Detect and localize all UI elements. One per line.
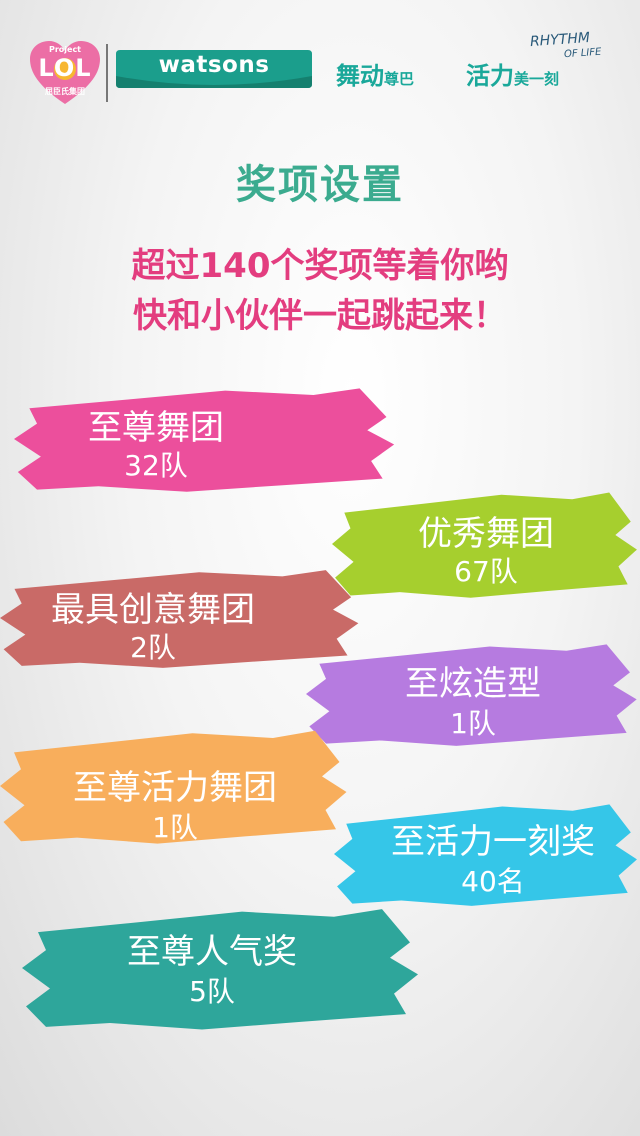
award-count: 32队 xyxy=(124,449,188,482)
award-coolest-style: 至炫造型 1队 xyxy=(306,640,640,748)
heart-icon xyxy=(30,41,100,104)
of-life-label: OF LIFE xyxy=(563,46,602,61)
award-top-dance-team: 至尊舞团 32队 xyxy=(14,384,398,494)
award-name: 至炫造型 xyxy=(405,664,541,704)
paint-stroke xyxy=(306,644,637,746)
paint-stroke-bg xyxy=(14,388,395,492)
award-name: 至尊舞团 xyxy=(88,408,224,448)
subtitle-line-1: 超过140个奖项等着你哟 xyxy=(131,246,509,286)
award-count: 1队 xyxy=(152,811,198,844)
paint-stroke xyxy=(14,388,395,492)
lol-main-label: LOL xyxy=(38,54,92,82)
award-count: 2队 xyxy=(130,631,176,664)
paint-stroke xyxy=(22,909,418,1030)
paint-stroke-bg xyxy=(332,492,637,598)
award-count: 40名 xyxy=(461,865,525,898)
paint-stroke xyxy=(334,804,637,906)
award-count: 1队 xyxy=(450,707,496,740)
slogan: 舞动尊巴 活力美一刻 RHYTHM OF LIFE xyxy=(330,30,630,100)
header: Project LOL 屈臣氏集团 watsons 舞动尊巴 活力美一刻 RHY… xyxy=(0,0,640,120)
award-count: 5队 xyxy=(189,975,235,1008)
watsons-brand-text: watsons xyxy=(158,52,270,78)
paint-stroke-bg xyxy=(0,730,347,844)
paint-stroke xyxy=(332,492,637,598)
project-lol-logo: Project LOL 屈臣氏集团 xyxy=(28,40,102,106)
watsons-badge-shape xyxy=(116,50,312,88)
award-most-creative-team: 最具创意舞团 2队 xyxy=(0,566,362,670)
slogan-part-1: 舞动尊巴 xyxy=(336,62,415,90)
award-name: 至尊人气奖 xyxy=(127,932,297,972)
award-name: 最具创意舞团 xyxy=(51,590,255,630)
award-count: 67队 xyxy=(454,555,518,588)
watsons-logo: watsons xyxy=(114,48,314,90)
lol-project-label: Project xyxy=(48,45,82,54)
page-title: 奖项设置 xyxy=(236,162,404,208)
lol-sub-label: 屈臣氏集团 xyxy=(45,87,85,96)
header-divider xyxy=(106,44,108,102)
award-name: 至活力一刻奖 xyxy=(391,822,595,862)
award-name: 至尊活力舞团 xyxy=(73,768,277,808)
paint-stroke-bg xyxy=(0,570,359,668)
award-excellent-dance-team: 优秀舞团 67队 xyxy=(332,488,640,600)
award-most-popular: 至尊人气奖 5队 xyxy=(22,904,422,1032)
paint-stroke xyxy=(0,570,359,668)
award-energetic-dance-team: 至尊活力舞团 1队 xyxy=(0,726,350,846)
slogan-part-2: 活力美一刻 xyxy=(466,62,560,90)
award-vitality-moment: 至活力一刻奖 40名 xyxy=(334,800,640,908)
paint-stroke-bg xyxy=(306,644,637,746)
award-name: 优秀舞团 xyxy=(418,514,554,554)
paint-stroke-bg xyxy=(22,909,418,1030)
paint-stroke-bg xyxy=(334,804,637,906)
subtitle-line-2: 快和小伙伴一起跳起来！ xyxy=(133,296,507,336)
paint-stroke xyxy=(0,730,347,844)
